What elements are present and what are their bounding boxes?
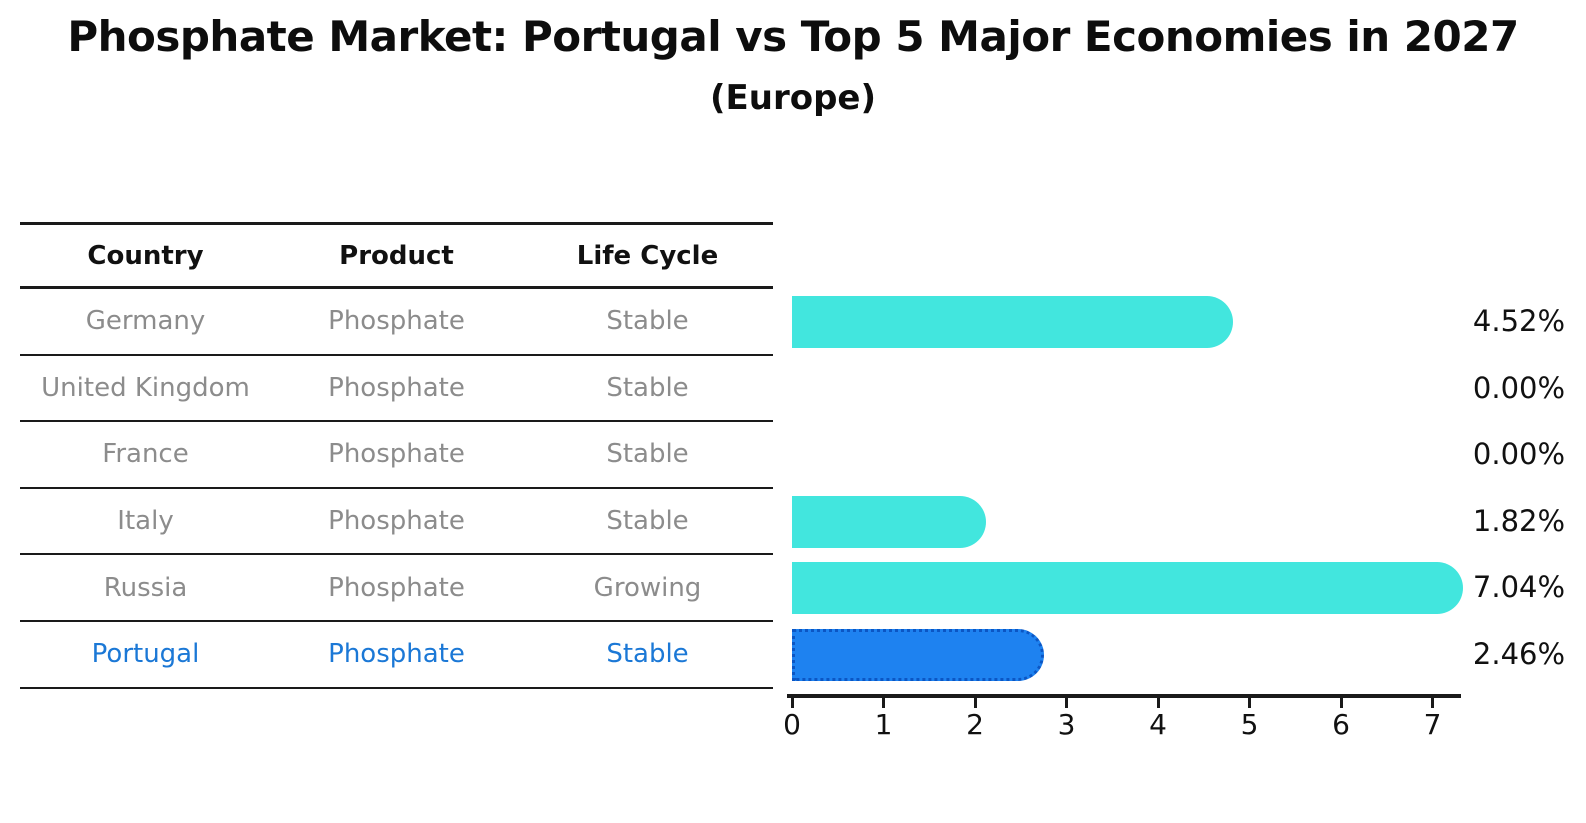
table-row: France Phosphate Stable	[20, 422, 773, 489]
table-row: Germany Phosphate Stable	[20, 289, 773, 356]
x-tick-label: 7	[1423, 708, 1442, 741]
lifecycle-cell: Stable	[606, 439, 689, 470]
value-label: 0.00%	[1472, 437, 1566, 472]
value-label: 1.82%	[1472, 503, 1566, 538]
column-header-lifecycle: Life Cycle	[576, 240, 719, 271]
table-row: Portugal Phosphate Stable	[20, 622, 773, 689]
country-cell: Russia	[103, 572, 188, 603]
x-tick-label: 1	[874, 708, 893, 741]
x-tick-label: 6	[1332, 708, 1350, 741]
table-row: United Kingdom Phosphate Stable	[20, 356, 773, 423]
table-body: Germany Phosphate Stable United Kingdom …	[20, 289, 773, 689]
country-cell: Portugal	[91, 639, 200, 670]
bar-italy	[792, 495, 986, 548]
lifecycle-cell: Stable	[606, 506, 689, 537]
x-tick	[1156, 697, 1160, 708]
bar-germany	[792, 295, 1233, 348]
column-header-product: Product	[339, 240, 454, 271]
product-cell: Phosphate	[328, 572, 465, 603]
value-label: 4.52%	[1472, 303, 1566, 338]
value-label: 2.46%	[1472, 636, 1566, 671]
country-cell: United Kingdom	[41, 372, 250, 403]
column-header-country: Country	[87, 240, 204, 271]
table-header-row: Country Product Life Cycle	[20, 222, 773, 289]
product-cell: Phosphate	[328, 439, 465, 470]
bar-portugal	[792, 628, 1045, 681]
bar-russia	[792, 562, 1464, 615]
value-label: 0.00%	[1472, 370, 1566, 405]
lifecycle-cell: Stable	[606, 372, 689, 403]
lifecycle-cell: Stable	[606, 639, 689, 670]
x-axis-line	[787, 694, 1461, 698]
country-table: Country Product Life Cycle Germany Phosp…	[20, 222, 773, 689]
x-tick	[973, 697, 977, 708]
x-tick	[1248, 697, 1251, 708]
table-row: Russia Phosphate Growing	[20, 555, 773, 622]
x-tick-label: 0	[783, 708, 801, 741]
country-cell: France	[102, 439, 189, 470]
product-cell: Phosphate	[328, 506, 465, 537]
x-tick-label: 5	[1240, 708, 1259, 741]
x-tick-label: 2	[966, 708, 984, 741]
x-tick-label: 3	[1057, 708, 1076, 741]
product-cell: Phosphate	[328, 639, 465, 670]
country-cell: Italy	[117, 506, 174, 537]
x-tick	[790, 697, 794, 708]
x-tick-label: 4	[1149, 708, 1167, 741]
lifecycle-cell: Growing	[593, 572, 702, 603]
x-tick	[1339, 697, 1343, 708]
lifecycle-cell: Stable	[606, 306, 689, 337]
product-cell: Phosphate	[328, 372, 465, 403]
x-tick	[1431, 697, 1434, 708]
value-label: 7.04%	[1472, 570, 1566, 605]
page-title: Phosphate Market: Portugal vs Top 5 Majo…	[67, 12, 1519, 61]
x-tick	[1065, 697, 1068, 708]
table-row: Italy Phosphate Stable	[20, 489, 773, 556]
country-cell: Germany	[85, 306, 206, 337]
product-cell: Phosphate	[328, 306, 465, 337]
x-tick	[882, 697, 885, 708]
page-subtitle: (Europe)	[709, 78, 877, 118]
